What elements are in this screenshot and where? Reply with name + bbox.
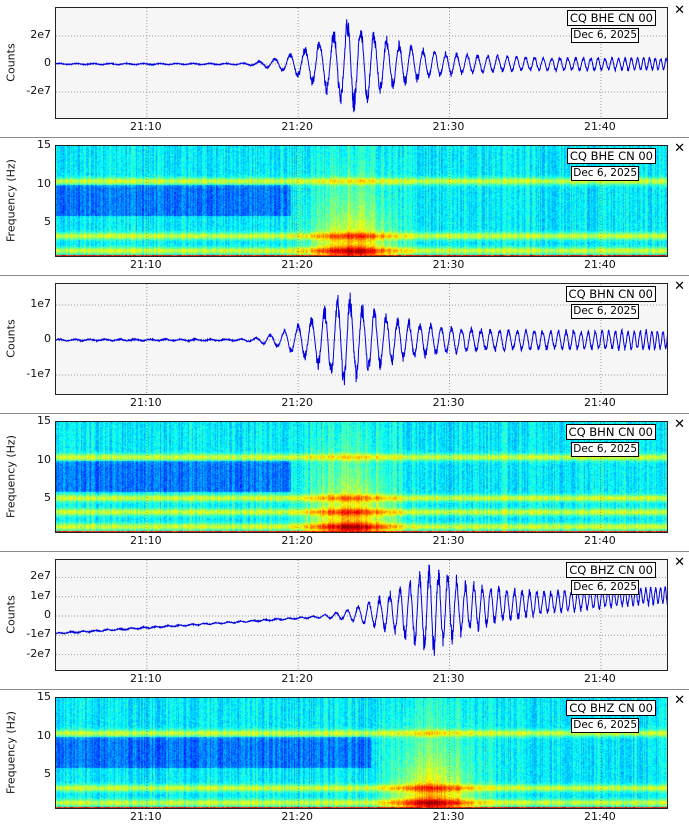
date-label: Dec 6, 2025 (571, 580, 639, 595)
y-tick-label: -1e7 (26, 367, 51, 380)
y-axis-label: Frequency (Hz) (4, 711, 18, 794)
x-tick-label: 21:30 (432, 672, 465, 685)
spectrogram-image (56, 146, 667, 256)
spectrogram-image (56, 422, 667, 532)
y-tick-label: -2e7 (26, 646, 51, 660)
spectrogram-plot[interactable] (55, 421, 668, 533)
seismic-trace (56, 564, 667, 656)
x-tick-label: 21:40 (584, 396, 616, 409)
seismic-trace (56, 292, 667, 386)
spectrogram-grid (146, 146, 602, 256)
y-tick-label: 5 (44, 767, 51, 781)
x-tick-label: 21:10 (129, 120, 162, 133)
y-tick-label: 10 (37, 452, 51, 466)
y-tick-label: 15 (37, 138, 51, 151)
date-label: Dec 6, 2025 (571, 442, 639, 457)
x-tick-label: 21:40 (584, 810, 616, 823)
x-tick-label: 21:20 (281, 396, 314, 409)
waveform-plot[interactable] (55, 559, 668, 671)
waveform-svg (56, 284, 667, 394)
panel-separator (0, 689, 689, 690)
station-label: CQ BHZ CN 00 (566, 562, 656, 578)
x-tick-label: 21:10 (129, 534, 162, 547)
station-label: CQ BHZ CN 00 (566, 700, 656, 716)
y-tick-label: 5 (44, 491, 51, 505)
spectrogram-plot[interactable] (55, 697, 668, 809)
y-tick-label: 1e7 (30, 297, 51, 310)
x-tick-label: 21:30 (432, 258, 465, 271)
x-tick-label: 21:20 (281, 534, 314, 547)
y-tick-label: 10 (37, 176, 51, 190)
spectrogram-plot[interactable] (55, 145, 668, 257)
y-tick-label: -1e7 (26, 627, 51, 641)
y-tick-label: 15 (37, 414, 51, 427)
y-tick-label: 2e7 (30, 569, 51, 583)
station-label: CQ BHE CN 00 (566, 148, 656, 164)
close-icon[interactable]: ✕ (674, 417, 685, 432)
spectrogram-panel: Frequency (Hz) 15 10 5 21:10 21:20 21:30 21:40 C… (0, 690, 689, 828)
panel-separator (0, 413, 689, 414)
close-icon[interactable]: ✕ (674, 3, 685, 18)
waveform-svg (56, 560, 667, 670)
spectrogram-panel: Frequency (Hz) 15 10 5 21:10 21:20 21:30 21:40 C… (0, 414, 689, 552)
x-tick-label: 21:10 (129, 258, 162, 271)
date-label: Dec 6, 2025 (571, 304, 639, 319)
x-tick-label: 21:20 (281, 672, 314, 685)
date-label: Dec 6, 2025 (571, 166, 639, 181)
x-tick-label: 21:10 (129, 672, 162, 685)
station-label: CQ BHN CN 00 (565, 424, 656, 440)
x-tick-label: 21:20 (281, 810, 314, 823)
y-tick-label: 15 (37, 690, 51, 703)
waveform-panel: Counts 1e7 0 -1e7 21:10 21:20 21:30 21:40 CQ BHN… (0, 276, 689, 414)
date-label: Dec 6, 2025 (571, 28, 639, 43)
x-tick-label: 21:30 (432, 810, 465, 823)
panel-separator (0, 137, 689, 138)
spectrogram-grid (146, 422, 602, 532)
panel-separator (0, 551, 689, 552)
y-tick-label: 0 (44, 56, 51, 69)
close-icon[interactable]: ✕ (674, 141, 685, 156)
x-tick-label: 21:40 (584, 672, 616, 685)
y-tick-label: 0 (44, 332, 51, 345)
x-tick-label: 21:40 (584, 258, 616, 271)
station-label: CQ BHN CN 00 (565, 286, 656, 302)
spectrogram-image (56, 698, 667, 808)
y-tick-label: -2e7 (26, 84, 51, 97)
x-tick-label: 21:20 (281, 120, 314, 133)
x-tick-label: 21:10 (129, 810, 162, 823)
panel-separator (0, 275, 689, 276)
y-tick-label: 1e7 (30, 588, 51, 602)
y-tick-label: 10 (37, 728, 51, 742)
waveform-panel: Counts 2e7 1e7 0 -1e7 -2e7 21:10 21:20 21:30 21:4… (0, 552, 689, 690)
x-tick-label: 21:30 (432, 534, 465, 547)
y-tick-label: 5 (44, 215, 51, 229)
x-tick-label: 21:10 (129, 396, 162, 409)
waveform-panel: Counts 2e7 0 -2e7 21:10 21:20 21:30 21:40 CQ BHE… (0, 0, 689, 138)
x-tick-label: 21:20 (281, 258, 314, 271)
station-label: CQ BHE CN 00 (566, 10, 656, 26)
seismic-trace (56, 19, 667, 113)
y-axis-label: Frequency (Hz) (4, 435, 18, 518)
close-icon[interactable]: ✕ (674, 279, 685, 294)
y-tick-label: 2e7 (30, 28, 51, 41)
x-tick-label: 21:40 (584, 120, 616, 133)
x-tick-label: 21:30 (432, 396, 465, 409)
y-tick-label: 0 (44, 608, 51, 621)
y-axis-label: Frequency (Hz) (4, 159, 18, 242)
x-tick-label: 21:30 (432, 120, 465, 133)
date-label: Dec 6, 2025 (571, 718, 639, 733)
waveform-svg (56, 8, 667, 118)
close-icon[interactable]: ✕ (674, 555, 685, 570)
spectrogram-grid (146, 698, 602, 808)
waveform-plot[interactable] (55, 7, 668, 119)
x-tick-label: 21:40 (584, 534, 616, 547)
spectrogram-panel: Frequency (Hz) 15 10 5 21:10 21:20 21:30 21:40 C… (0, 138, 689, 276)
close-icon[interactable]: ✕ (674, 693, 685, 708)
